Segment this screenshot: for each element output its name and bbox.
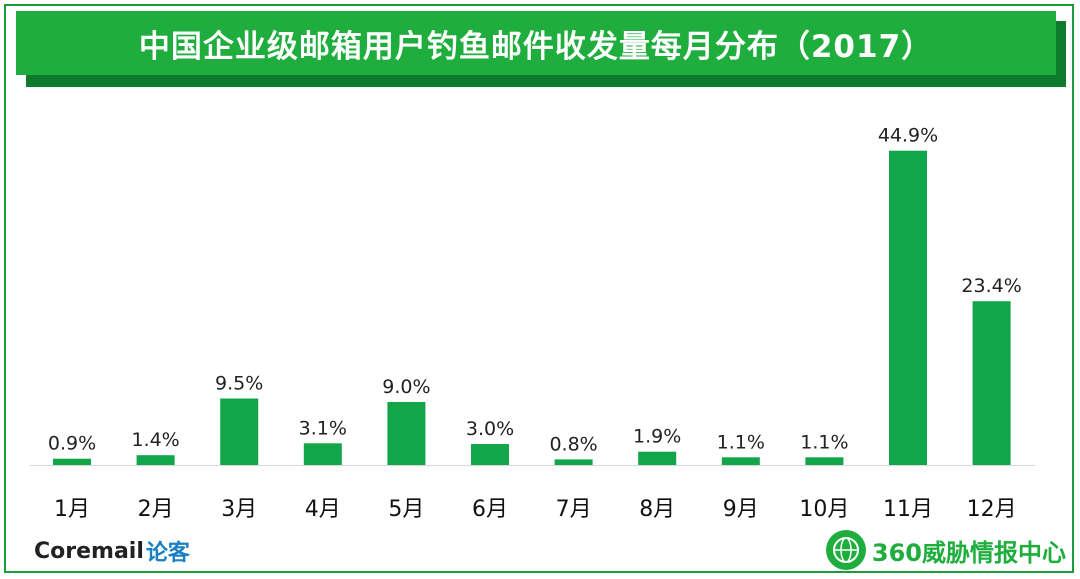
- data-label: 3.0%: [466, 418, 514, 440]
- coremail-sub: 论客: [145, 541, 190, 566]
- x-tick-label: 6月: [472, 497, 508, 522]
- bar-3月: [220, 398, 259, 465]
- bar-5月: [387, 402, 426, 465]
- x-tick-label: 4月: [305, 497, 341, 522]
- bar-11月: [889, 150, 927, 465]
- coremail-brand: Coremail: [34, 538, 144, 564]
- data-label: 44.9%: [878, 125, 938, 147]
- chart-title: 中国企业级邮箱用户钓鱼邮件收发量每月分布（2017）: [138, 28, 934, 65]
- data-label: 1.1%: [717, 431, 765, 453]
- bar-2月: [136, 455, 175, 465]
- x-tick-label: 1月: [54, 497, 90, 522]
- x-tick-label: 11月: [883, 497, 933, 522]
- threat-center-name: 360威胁情报中心: [871, 538, 1066, 567]
- bar-7月: [554, 459, 593, 465]
- bar-4月: [303, 443, 342, 465]
- bar-8月: [638, 451, 677, 465]
- data-label: 0.8%: [549, 433, 597, 455]
- bar-1月: [53, 458, 91, 465]
- x-tick-label: 10月: [799, 497, 849, 522]
- threat-center-logo: 360威胁情报中心: [825, 530, 1066, 570]
- data-label: 1.4%: [131, 429, 179, 451]
- x-tick-label: 12月: [967, 497, 1017, 522]
- data-label: 1.9%: [633, 426, 681, 448]
- data-label: 3.1%: [299, 417, 347, 439]
- globe-seal-icon: [825, 530, 866, 570]
- data-label: 9.5%: [215, 373, 263, 395]
- x-tick-label: 9月: [723, 497, 759, 522]
- bar-6月: [471, 444, 509, 465]
- x-tick-label: 3月: [221, 497, 257, 522]
- x-tick-label: 7月: [556, 497, 592, 522]
- x-tick-label: 5月: [388, 497, 424, 522]
- data-label: 0.9%: [48, 433, 96, 455]
- bar-12月: [972, 301, 1011, 465]
- bar-10月: [805, 457, 844, 465]
- bar-9月: [721, 457, 760, 465]
- data-label: 1.1%: [800, 431, 848, 453]
- coremail-logo: Coremail 论客: [34, 536, 190, 567]
- x-tick-label: 2月: [138, 497, 174, 522]
- x-tick-label: 8月: [639, 497, 675, 522]
- data-label: 23.4%: [961, 275, 1021, 297]
- data-label: 9.0%: [382, 376, 430, 398]
- title-bar: 中国企业级邮箱用户钓鱼邮件收发量每月分布（2017）: [16, 11, 1056, 75]
